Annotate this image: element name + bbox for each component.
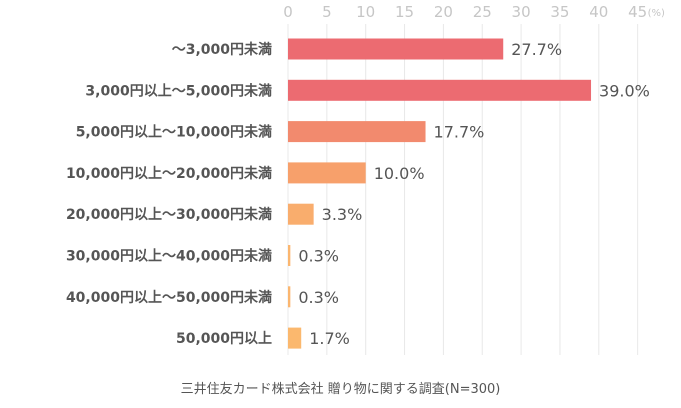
category-label: 50,000円以上: [176, 331, 272, 347]
value-label: 0.3%: [298, 247, 339, 266]
category-label: 40,000円以上〜50,000円未満: [66, 289, 272, 306]
category-labels: 〜3,000円未満 3,000円以上〜5,000円未満 5,000円以上〜10,00…: [66, 41, 272, 347]
x-tick-label: 0: [283, 3, 293, 21]
x-tick-label: 15: [395, 3, 414, 21]
x-tick-label: 30: [512, 3, 531, 21]
value-label: 3.3%: [322, 205, 363, 224]
category-label: 30,000円以上〜40,000円未満: [66, 248, 272, 265]
x-tick-label: 45: [628, 3, 647, 21]
value-label: 10.0%: [374, 164, 425, 183]
value-label: 0.3%: [298, 288, 339, 307]
category-label: 10,000円以上〜20,000円未満: [66, 165, 272, 182]
x-tick-label: 20: [434, 3, 453, 21]
x-axis-unit: (%): [648, 8, 665, 19]
source-note: 三井住友カード株式会社 贈り物に関する調査(N=300): [180, 382, 501, 397]
bar: [288, 245, 291, 266]
bar: [288, 79, 592, 101]
x-tick-label: 25: [473, 3, 492, 21]
value-label: 1.7%: [309, 329, 350, 348]
x-tick-label: 35: [550, 3, 569, 21]
x-tick-label: 5: [322, 3, 332, 21]
x-tick-label: 40: [589, 3, 608, 21]
bar: [288, 38, 504, 60]
chart: 0 5 10 15 20 25 30 35 40 45 (%) 〜3,000円未満 3,000円以上…: [66, 3, 665, 355]
x-axis-ticks: 0 5 10 15 20 25 30 35 40 45: [283, 3, 647, 21]
bar: [288, 327, 302, 349]
value-label: 17.7%: [434, 123, 485, 142]
bar: [288, 286, 291, 308]
value-label: 39.0%: [599, 81, 650, 100]
value-label: 27.7%: [511, 40, 562, 59]
gridlines: [287, 24, 639, 355]
bars: [288, 38, 592, 349]
bar: [288, 162, 366, 184]
category-label: 20,000円以上〜30,000円未満: [66, 206, 272, 223]
bar: [288, 121, 426, 143]
category-label: 〜3,000円未満: [172, 41, 272, 58]
x-tick-label: 10: [356, 3, 375, 21]
category-label: 5,000円以上〜10,000円未満: [76, 124, 272, 141]
bar: [288, 203, 314, 225]
category-label: 3,000円以上〜5,000円未満: [85, 82, 272, 99]
value-labels: 27.7% 39.0% 17.7% 10.0% 3.3% 0.3% 0.3% 1.7%: [298, 40, 650, 348]
